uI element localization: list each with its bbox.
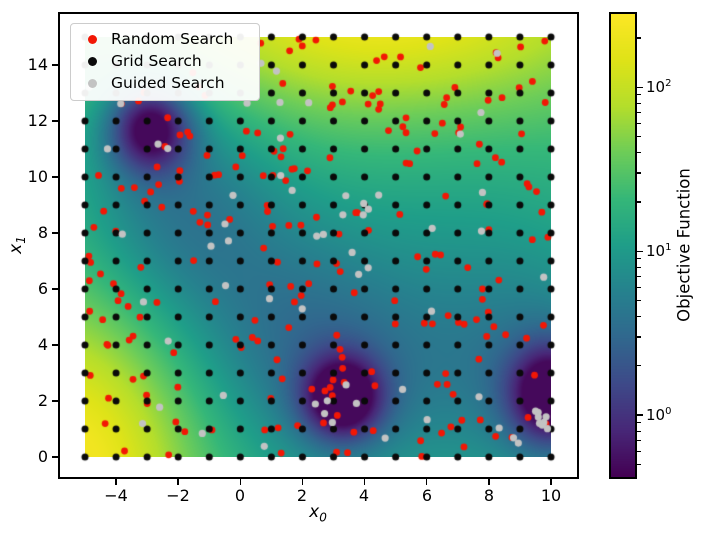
legend-item-grid-search: Grid Search	[71, 50, 259, 72]
x-tick-mark	[239, 479, 242, 485]
colorbar-minor-tick-mark	[637, 430, 641, 432]
x-tick-label: 0	[234, 486, 246, 505]
colorbar-minor-tick-mark	[637, 266, 641, 268]
colorbar-tick-label-10: 101	[646, 242, 671, 260]
y-tick-label: 8	[37, 223, 48, 242]
colorbar-minor-tick-mark	[637, 300, 641, 302]
colorbar-minor-tick-mark	[637, 123, 641, 125]
x-tick-mark	[488, 479, 490, 485]
colorbar-minor-tick-mark	[637, 315, 641, 318]
colorbar-minor-tick-mark	[637, 136, 641, 138]
colorbar-minor-tick-mark	[637, 201, 641, 203]
legend-item-random-search: Random Search	[71, 28, 259, 50]
x-tick-label: −4	[104, 486, 128, 505]
y-axis-label-sub: 1	[14, 236, 29, 244]
random-search-marker-icon	[88, 34, 97, 44]
colorbar-minor-tick-mark	[637, 422, 641, 424]
x-tick-label: −2	[166, 486, 190, 505]
colorbar-minor-tick-mark	[637, 258, 641, 260]
x-tick-mark	[363, 479, 366, 485]
colorbar-label: Objective Function	[674, 168, 694, 322]
y-tick-mark	[52, 456, 58, 458]
legend-label: Guided Search	[111, 74, 225, 92]
x-tick-mark	[550, 479, 552, 485]
colorbar-tick-mark	[637, 250, 643, 253]
y-tick-label: 0	[37, 447, 48, 466]
y-tick-label: 4	[37, 335, 48, 354]
colorbar-minor-tick-mark	[637, 94, 641, 96]
y-tick-label: 2	[37, 391, 48, 410]
y-tick-label: 12	[27, 111, 48, 130]
colorbar-minor-tick-mark	[637, 112, 641, 114]
colorbar-tick-mark	[637, 86, 643, 89]
x-tick-mark	[115, 479, 117, 485]
legend-label: Grid Search	[111, 52, 202, 70]
x-axis-label: x0	[309, 502, 327, 524]
cb-tick-exp: 2	[665, 78, 672, 89]
y-tick-label: 10	[27, 167, 48, 186]
guided-search-marker-icon	[88, 78, 97, 88]
x-tick-label: 10	[540, 486, 562, 505]
colorbar-minor-tick-mark	[637, 365, 641, 367]
x-tick-mark	[425, 479, 428, 485]
cb-tick-base: 10	[646, 406, 666, 424]
x-axis-label-base: x	[309, 502, 320, 522]
colorbar-tick-mark	[637, 414, 643, 416]
colorbar-minor-tick-mark	[637, 151, 641, 154]
y-tick-mark	[52, 232, 58, 234]
y-tick-mark	[52, 176, 58, 178]
colorbar-minor-tick-mark	[637, 440, 641, 442]
y-tick-mark	[52, 400, 58, 402]
y-tick-mark	[52, 120, 58, 122]
y-tick-label: 6	[37, 279, 48, 298]
y-tick-mark	[52, 288, 58, 290]
colorbar-minor-tick-mark	[637, 287, 641, 289]
legend-item-guided-search: Guided Search	[71, 72, 259, 94]
y-tick-mark	[52, 64, 58, 66]
colorbar-minor-tick-mark	[637, 463, 641, 466]
cb-tick-exp: 0	[665, 406, 672, 417]
x-tick-label: 8	[483, 486, 495, 505]
colorbar-minor-tick-mark	[637, 276, 641, 278]
colorbar-minor-tick-mark	[637, 336, 641, 338]
y-tick-mark	[52, 344, 58, 346]
x-tick-label: 2	[296, 486, 308, 505]
y-axis-label: x1	[6, 236, 28, 254]
x-tick-mark	[301, 479, 304, 485]
colorbar-minor-tick-mark	[637, 102, 641, 104]
cb-tick-base: 10	[646, 242, 666, 260]
x-tick-mark	[177, 479, 179, 485]
cb-tick-exp: 1	[665, 242, 672, 253]
colorbar-minor-tick-mark	[637, 37, 641, 39]
colorbar-tick-label-1: 100	[646, 406, 671, 424]
colorbar-gradient-canvas	[611, 14, 635, 477]
y-tick-label: 14	[27, 55, 48, 74]
cb-tick-base: 10	[646, 78, 666, 96]
legend: Random Search Grid Search Guided Search	[70, 23, 260, 101]
y-axis-label-base: x	[5, 243, 26, 254]
x-axis-label-sub: 0	[319, 510, 327, 525]
colorbar-minor-tick-mark	[637, 451, 641, 453]
colorbar-tick-label-100: 102	[646, 78, 671, 96]
colorbar	[609, 12, 637, 479]
colorbar-minor-tick-mark	[637, 172, 641, 174]
legend-label: Random Search	[111, 30, 234, 48]
x-tick-label: 6	[421, 486, 433, 505]
x-tick-label: 4	[358, 486, 370, 505]
grid-search-marker-icon	[88, 56, 97, 66]
